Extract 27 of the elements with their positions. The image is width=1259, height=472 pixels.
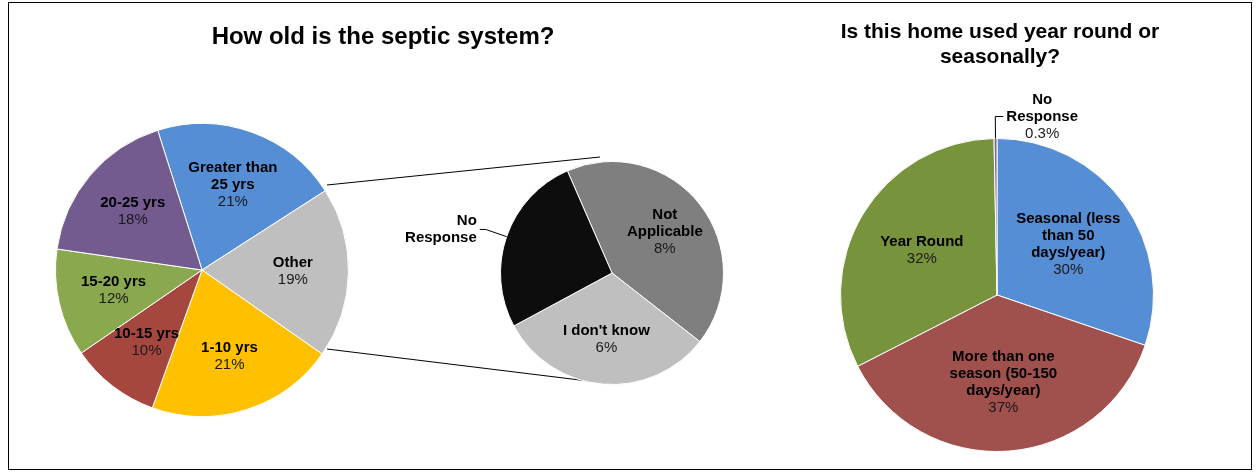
data-label: 21%: [217, 191, 248, 209]
slice-label: Greater than 25 yrs: [188, 157, 278, 192]
slice-label: No Response: [1006, 89, 1078, 124]
slice-label: More than one season (50-150 days/year): [949, 347, 1058, 399]
data-label: 18%: [117, 209, 148, 227]
data-label: 6%: [595, 338, 618, 356]
data-label: 21%: [214, 355, 245, 373]
data-label: 10%: [131, 340, 162, 358]
data-label: 19%: [277, 270, 308, 288]
data-label: 0.3%: [1025, 123, 1060, 141]
data-label: 8%: [654, 239, 676, 257]
slice-label: 1-10 yrs: [201, 338, 258, 356]
data-label: 32%: [906, 248, 937, 266]
slice-label: Other: [272, 253, 313, 271]
slice-label: 10-15 yrs: [113, 323, 180, 341]
slice-label: Year Round: [880, 231, 964, 249]
slice-label: Seasonal (less than 50 days/year): [1016, 208, 1121, 260]
data-label: 37%: [988, 398, 1019, 416]
data-label: 30%: [1053, 259, 1084, 277]
slice-label: I don't know: [562, 321, 651, 339]
slice-label: No Response: [405, 211, 477, 246]
data-label: 12%: [98, 289, 129, 307]
slice-label: Not Applicable: [626, 205, 703, 240]
slice-label: 15-20 yrs: [81, 272, 147, 290]
slice-label: 20-25 yrs: [100, 192, 166, 210]
chart-title: How old is the septic system?: [210, 22, 556, 51]
chart-title: Is this home used year round or seasonally?: [839, 18, 1161, 69]
